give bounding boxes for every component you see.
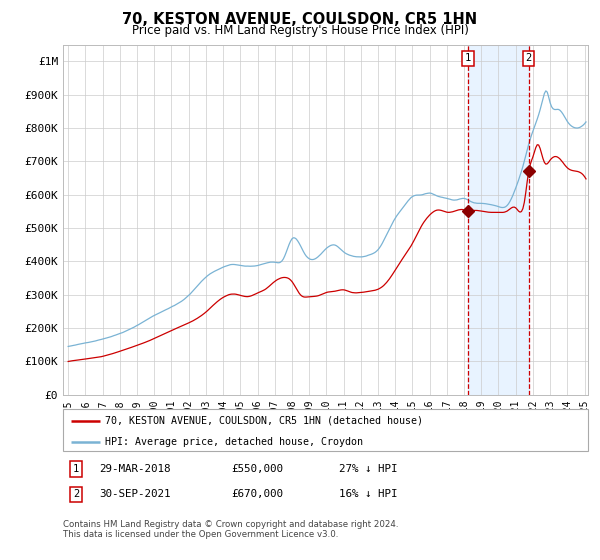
Text: 1: 1: [465, 53, 471, 63]
Text: 1: 1: [73, 464, 79, 474]
Text: 2: 2: [73, 489, 79, 500]
Text: 70, KESTON AVENUE, COULSDON, CR5 1HN: 70, KESTON AVENUE, COULSDON, CR5 1HN: [122, 12, 478, 27]
FancyBboxPatch shape: [63, 409, 588, 451]
Text: HPI: Average price, detached house, Croydon: HPI: Average price, detached house, Croy…: [105, 437, 363, 446]
Bar: [468, 45, 529, 395]
Text: Contains HM Land Registry data © Crown copyright and database right 2024.
This d: Contains HM Land Registry data © Crown c…: [63, 520, 398, 539]
Text: 70, KESTON AVENUE, COULSDON, CR5 1HN (detached house): 70, KESTON AVENUE, COULSDON, CR5 1HN (de…: [105, 416, 423, 426]
Text: 27% ↓ HPI: 27% ↓ HPI: [339, 464, 397, 474]
Text: £670,000: £670,000: [231, 489, 283, 500]
Text: 2: 2: [526, 53, 532, 63]
Text: Price paid vs. HM Land Registry's House Price Index (HPI): Price paid vs. HM Land Registry's House …: [131, 24, 469, 36]
Text: 30-SEP-2021: 30-SEP-2021: [99, 489, 170, 500]
Text: 16% ↓ HPI: 16% ↓ HPI: [339, 489, 397, 500]
Text: £550,000: £550,000: [231, 464, 283, 474]
Text: 29-MAR-2018: 29-MAR-2018: [99, 464, 170, 474]
